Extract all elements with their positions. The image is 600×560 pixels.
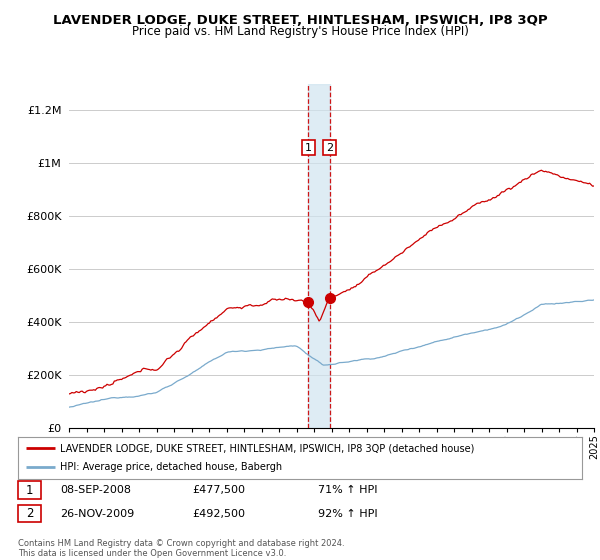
Text: HPI: Average price, detached house, Babergh: HPI: Average price, detached house, Babe… [60,463,283,473]
Text: £492,500: £492,500 [192,508,245,519]
Text: 2: 2 [26,507,33,520]
Text: 1: 1 [305,143,312,152]
Text: LAVENDER LODGE, DUKE STREET, HINTLESHAM, IPSWICH, IP8 3QP: LAVENDER LODGE, DUKE STREET, HINTLESHAM,… [53,14,547,27]
Text: 26-NOV-2009: 26-NOV-2009 [60,508,134,519]
Text: 92% ↑ HPI: 92% ↑ HPI [318,508,377,519]
Text: Price paid vs. HM Land Registry's House Price Index (HPI): Price paid vs. HM Land Registry's House … [131,25,469,38]
Text: 08-SEP-2008: 08-SEP-2008 [60,485,131,495]
Bar [308,84,330,428]
Text: 71% ↑ HPI: 71% ↑ HPI [318,485,377,495]
Text: Contains HM Land Registry data © Crown copyright and database right 2024.
This d: Contains HM Land Registry data © Crown c… [18,539,344,558]
Text: 2: 2 [326,143,334,152]
Text: £477,500: £477,500 [192,485,245,495]
Text: 1: 1 [26,483,33,497]
Text: LAVENDER LODGE, DUKE STREET, HINTLESHAM, IPSWICH, IP8 3QP (detached house): LAVENDER LODGE, DUKE STREET, HINTLESHAM,… [60,443,475,453]
